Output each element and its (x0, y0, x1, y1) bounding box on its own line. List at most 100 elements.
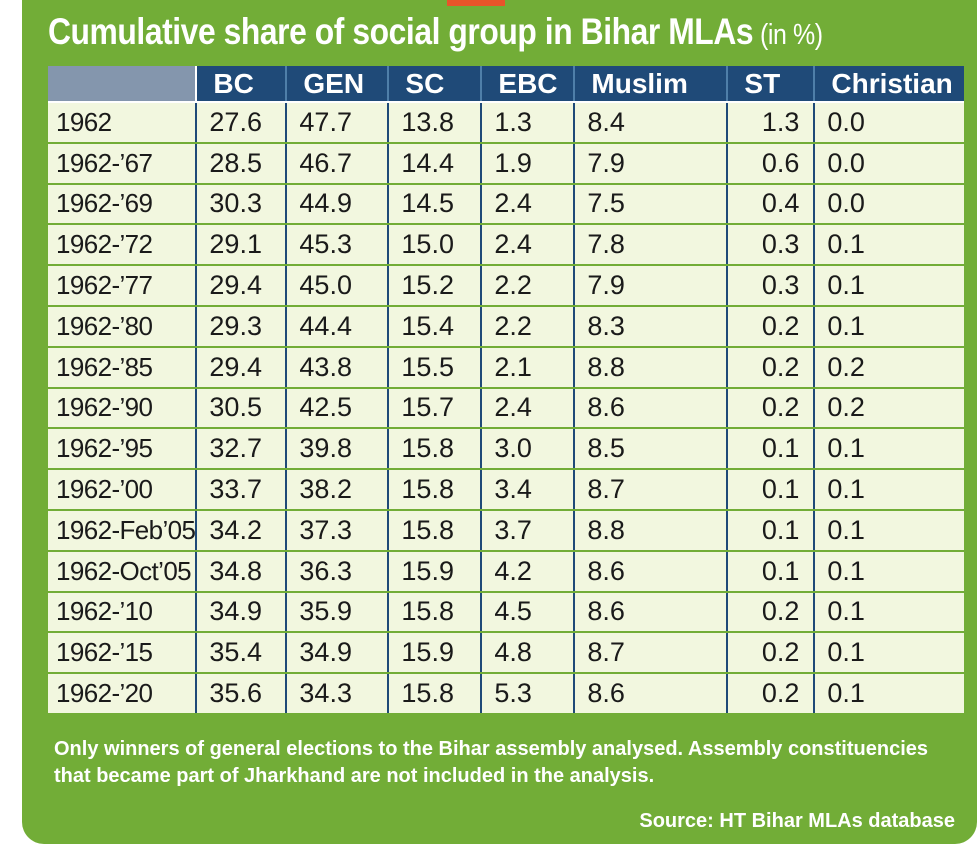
table-row: 1962-Oct’05 34.8 36.3 15.9 4.2 8.6 0.1 0.1 (48, 550, 965, 593)
value-cell: 30.3 (196, 183, 288, 226)
value-cell: 44.9 (286, 183, 390, 226)
table-row: 1962 27.6 47.7 13.8 1.3 8.4 1.3 0.0 (48, 102, 965, 144)
value-cell: 0.1 (814, 265, 965, 307)
column-header-gen: GEN (286, 66, 390, 103)
accent-tab (447, 0, 505, 6)
value-cell: 0.2 (814, 387, 965, 430)
value-cell: 0.1 (814, 469, 965, 511)
value-cell: 3.0 (481, 428, 576, 471)
value-cell: 14.4 (388, 142, 483, 185)
value-cell: 4.5 (481, 591, 576, 634)
value-cell: 29.4 (196, 265, 288, 307)
value-cell: 0.1 (814, 428, 965, 471)
title-text: Cumulative share of social group in Biha… (48, 11, 754, 52)
value-cell: 0.2 (727, 673, 816, 715)
value-cell: 34.9 (286, 632, 390, 675)
row-label-cell: 1962-’67 (48, 142, 198, 185)
row-label-cell: 1962-’00 (48, 469, 198, 511)
table-row: 1962-’77 29.4 45.0 15.2 2.2 7.9 0.3 0.1 (48, 265, 965, 307)
value-cell: 8.4 (574, 102, 729, 144)
value-cell: 0.1 (814, 305, 965, 348)
value-cell: 0.1 (727, 550, 816, 593)
row-label-cell: 1962-’15 (48, 632, 198, 675)
value-cell: 8.3 (574, 305, 729, 348)
value-cell: 15.2 (388, 265, 483, 307)
column-header-sc: SC (388, 66, 483, 103)
table-row: 1962-’90 30.5 42.5 15.7 2.4 8.6 0.2 0.2 (48, 387, 965, 430)
value-cell: 0.1 (727, 509, 816, 552)
value-cell: 8.6 (574, 673, 729, 715)
value-cell: 15.8 (388, 428, 483, 471)
row-label-cell: 1962-’85 (48, 346, 198, 389)
value-cell: 29.3 (196, 305, 288, 348)
row-label-cell: 1962-’95 (48, 428, 198, 471)
value-cell: 3.7 (481, 509, 576, 552)
table-row: 1962-’95 32.7 39.8 15.8 3.0 8.5 0.1 0.1 (48, 428, 965, 471)
value-cell: 42.5 (286, 387, 390, 430)
value-cell: 0.1 (814, 224, 965, 267)
chart-title: Cumulative share of social group in Biha… (48, 6, 823, 58)
value-cell: 5.3 (481, 673, 576, 715)
value-cell: 8.5 (574, 428, 729, 471)
table-row: 1962-’10 34.9 35.9 15.8 4.5 8.6 0.2 0.1 (48, 591, 965, 634)
table-row: 1962-’20 35.6 34.3 15.8 5.3 8.6 0.2 0.1 (48, 673, 965, 715)
column-header-ebc: EBC (481, 66, 576, 103)
value-cell: 34.3 (286, 673, 390, 715)
value-cell: 13.8 (388, 102, 483, 144)
value-cell: 15.8 (388, 509, 483, 552)
value-cell: 8.7 (574, 632, 729, 675)
value-cell: 35.9 (286, 591, 390, 634)
value-cell: 0.1 (727, 469, 816, 511)
table-row: 1962-’69 30.3 44.9 14.5 2.4 7.5 0.4 0.0 (48, 183, 965, 226)
column-header-christian: Christian (814, 66, 965, 103)
value-cell: 0.1 (814, 673, 965, 715)
row-label-cell: 1962-’77 (48, 265, 198, 307)
value-cell: 35.4 (196, 632, 288, 675)
value-cell: 34.8 (196, 550, 288, 593)
value-cell: 15.8 (388, 673, 483, 715)
value-cell: 0.3 (727, 265, 816, 307)
value-cell: 45.0 (286, 265, 390, 307)
value-cell: 34.2 (196, 509, 288, 552)
table-row: 1962-’00 33.7 38.2 15.8 3.4 8.7 0.1 0.1 (48, 469, 965, 511)
value-cell: 7.9 (574, 142, 729, 185)
value-cell: 33.7 (196, 469, 288, 511)
value-cell: 2.1 (481, 346, 576, 389)
value-cell: 1.9 (481, 142, 576, 185)
value-cell: 38.2 (286, 469, 390, 511)
value-cell: 29.4 (196, 346, 288, 389)
value-cell: 15.7 (388, 387, 483, 430)
value-cell: 45.3 (286, 224, 390, 267)
value-cell: 34.9 (196, 591, 288, 634)
value-cell: 35.6 (196, 673, 288, 715)
value-cell: 2.2 (481, 265, 576, 307)
value-cell: 0.1 (727, 428, 816, 471)
value-cell: 15.8 (388, 469, 483, 511)
value-cell: 8.8 (574, 346, 729, 389)
value-cell: 15.4 (388, 305, 483, 348)
value-cell: 0.2 (727, 632, 816, 675)
row-label-cell: 1962-’80 (48, 305, 198, 348)
value-cell: 44.4 (286, 305, 390, 348)
value-cell: 1.3 (481, 102, 576, 144)
table-row: 1962-’80 29.3 44.4 15.4 2.2 8.3 0.2 0.1 (48, 305, 965, 348)
table-row: 1962-Feb’05 34.2 37.3 15.8 3.7 8.8 0.1 0.1 (48, 509, 965, 552)
table-row: 1962-’72 29.1 45.3 15.0 2.4 7.8 0.3 0.1 (48, 224, 965, 267)
row-label-cell: 1962-’10 (48, 591, 198, 634)
value-cell: 4.8 (481, 632, 576, 675)
value-cell: 0.4 (727, 183, 816, 226)
row-label-cell: 1962-Oct’05 (48, 550, 198, 593)
row-label-cell: 1962-’90 (48, 387, 198, 430)
value-cell: 7.9 (574, 265, 729, 307)
table-row: 1962-’67 28.5 46.7 14.4 1.9 7.9 0.6 0.0 (48, 142, 965, 185)
value-cell: 15.0 (388, 224, 483, 267)
value-cell: 8.6 (574, 591, 729, 634)
value-cell: 43.8 (286, 346, 390, 389)
table-header-row: BC GEN SC EBC Muslim ST Christian (48, 66, 965, 103)
value-cell: 0.2 (727, 591, 816, 634)
value-cell: 15.9 (388, 550, 483, 593)
value-cell: 8.6 (574, 550, 729, 593)
table-row: 1962-’85 29.4 43.8 15.5 2.1 8.8 0.2 0.2 (48, 346, 965, 389)
footnote: Only winners of general elections to the… (54, 738, 928, 787)
value-cell: 0.1 (814, 591, 965, 634)
